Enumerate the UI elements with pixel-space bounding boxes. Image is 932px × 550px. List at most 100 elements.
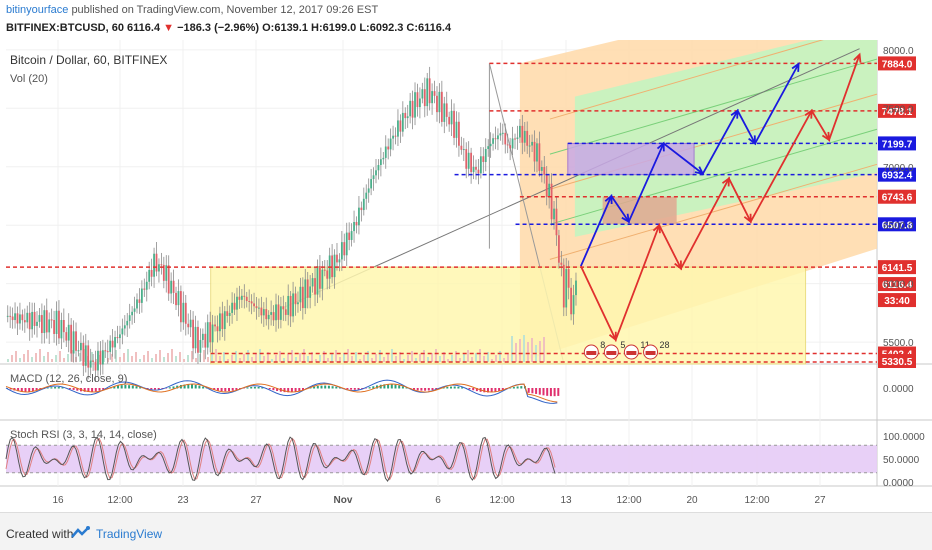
candle-body bbox=[353, 221, 355, 232]
candle-body bbox=[565, 269, 568, 308]
candle-body bbox=[177, 291, 180, 306]
macd-histogram-bar bbox=[516, 386, 519, 389]
candle-body bbox=[23, 320, 26, 323]
volume-bar bbox=[123, 353, 125, 362]
candle-body bbox=[201, 333, 204, 341]
volume-bar bbox=[303, 349, 305, 362]
volume-bar bbox=[443, 352, 445, 362]
volume-bar bbox=[399, 352, 401, 362]
volume-bar bbox=[319, 355, 321, 362]
candle-body bbox=[40, 315, 43, 334]
candle-body bbox=[211, 324, 214, 343]
volume-bar bbox=[135, 352, 137, 362]
author-link[interactable]: bitinyourface bbox=[6, 4, 69, 16]
level-label-bg bbox=[878, 136, 916, 151]
candle-body bbox=[511, 138, 514, 149]
macd-histogram-bar bbox=[98, 388, 101, 391]
stoch-y-tick: 100.0000 bbox=[883, 432, 925, 443]
candle-body bbox=[414, 92, 416, 118]
macd-y-tick: 0.0000 bbox=[883, 384, 914, 395]
macd-histogram-bar bbox=[435, 388, 438, 390]
candle-body bbox=[297, 302, 299, 305]
macd-histogram-bar bbox=[231, 388, 234, 391]
volume-bar bbox=[223, 352, 225, 362]
volume-bar bbox=[159, 350, 161, 362]
macd-histogram-bar bbox=[257, 386, 260, 389]
candle-body bbox=[172, 280, 175, 293]
volume-bar bbox=[527, 342, 529, 362]
volume-bar bbox=[227, 359, 229, 362]
candle-body bbox=[143, 288, 146, 290]
macd-histogram-bar bbox=[183, 384, 186, 389]
candle-body bbox=[436, 95, 438, 113]
macd-histogram-bar bbox=[87, 388, 90, 392]
volume-bar bbox=[171, 349, 173, 362]
price-chart[interactable]: 7884.0 7478.1 7199.7 6932.4 6743.6 6507.8 6141… bbox=[0, 40, 932, 512]
price-change: −186.3 (−2.96%) bbox=[177, 22, 260, 34]
volume-bar bbox=[491, 359, 493, 362]
red-projection-arrow-head bbox=[743, 213, 752, 224]
level-label-bg bbox=[878, 103, 916, 118]
y-tick-label: 6000.0 bbox=[883, 280, 914, 291]
candle-body bbox=[138, 299, 141, 303]
candle-body bbox=[136, 299, 138, 309]
macd-histogram-bar bbox=[535, 388, 538, 394]
macd-histogram-bar bbox=[416, 388, 419, 391]
macd-histogram-bar bbox=[261, 387, 264, 389]
macd-histogram-bar bbox=[283, 388, 286, 393]
macd-histogram-bar bbox=[331, 386, 334, 389]
volume-bar bbox=[235, 351, 237, 362]
candle-body bbox=[523, 130, 526, 143]
candle-body bbox=[406, 116, 409, 119]
candle-body bbox=[321, 269, 324, 289]
candle-body bbox=[355, 221, 358, 226]
x-tick-label: 6 bbox=[435, 495, 441, 506]
candle-body bbox=[372, 175, 375, 180]
tradingview-logo-icon[interactable] bbox=[70, 525, 92, 541]
candle-body bbox=[484, 149, 487, 162]
candle-body bbox=[401, 112, 404, 132]
candle-body bbox=[16, 313, 19, 324]
volume-bar bbox=[467, 350, 469, 362]
volume-bar bbox=[79, 353, 81, 362]
macd-histogram-bar bbox=[246, 387, 249, 389]
volume-bar bbox=[19, 358, 21, 362]
level-label-bg bbox=[878, 260, 916, 275]
x-tick-label: 13 bbox=[560, 495, 572, 506]
candle-body bbox=[533, 141, 536, 162]
candle-body bbox=[460, 145, 463, 150]
trend-line bbox=[284, 48, 860, 308]
volume-bar bbox=[367, 351, 369, 362]
macd-histogram-bar bbox=[549, 388, 552, 397]
tradingview-link[interactable]: TradingView bbox=[96, 527, 163, 541]
volume-bar bbox=[331, 354, 333, 362]
candle-body bbox=[80, 342, 82, 351]
macd-histogram-bar bbox=[335, 386, 338, 389]
macd-histogram-bar bbox=[228, 388, 230, 392]
candle-body bbox=[282, 306, 285, 310]
volume-bar bbox=[43, 356, 45, 362]
volume-bar bbox=[155, 354, 157, 362]
candle-body bbox=[531, 141, 533, 146]
volume-bar bbox=[231, 355, 233, 362]
candle-body bbox=[462, 149, 465, 151]
macd-histogram-bar bbox=[553, 388, 556, 397]
red-projection-arrow-head bbox=[608, 331, 617, 342]
macd-histogram-bar bbox=[113, 386, 116, 389]
y-tick-label: 5500.0 bbox=[883, 338, 914, 349]
x-tick-label: 27 bbox=[250, 495, 262, 506]
candle-body bbox=[360, 207, 363, 211]
volume-bar bbox=[459, 358, 461, 362]
macd-label: MACD (12, 26, close, 9) bbox=[10, 373, 127, 385]
volume-bar bbox=[455, 351, 457, 362]
macd-histogram-bar bbox=[313, 386, 316, 389]
candle-body bbox=[558, 235, 560, 263]
macd-histogram-bar bbox=[472, 388, 475, 391]
red-projection-arrow-head bbox=[853, 52, 862, 63]
volume-bar bbox=[139, 359, 141, 362]
candle-body bbox=[572, 295, 575, 315]
candle-body bbox=[362, 198, 365, 211]
volume-bar bbox=[187, 355, 189, 362]
volume-bar bbox=[391, 349, 393, 362]
macd-histogram-bar bbox=[187, 384, 190, 389]
